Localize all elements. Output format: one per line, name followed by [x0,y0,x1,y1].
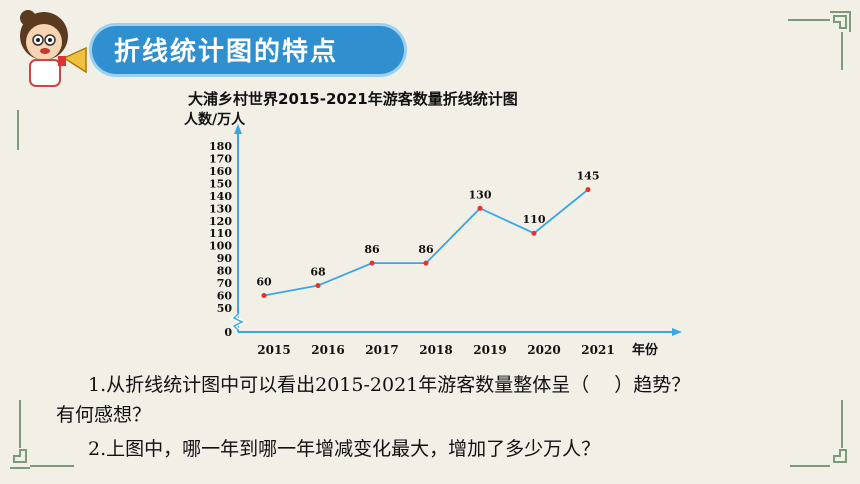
x-tick-label: 2016 [311,343,344,357]
data-point [531,230,537,236]
data-label: 86 [418,243,434,256]
y-axis-arrow [234,124,242,134]
y-tick-label: 150 [209,177,232,190]
data-point [423,260,429,266]
data-point [261,293,267,299]
y-tick-label: 80 [217,265,233,278]
question-2: 2.上图中，哪一年到哪一年增减变化最大，增加了多少万人？ [88,438,601,460]
x-tick-label: 2018 [419,343,452,357]
data-point [315,283,321,289]
data-label: 86 [364,243,380,256]
y-tick-label: 50 [217,302,233,315]
y-tick-label: 60 [217,290,233,303]
y-tick-label: 90 [217,252,233,265]
line-chart: 大浦乡村世界2015-2021年游客数量折线统计图 人数/万人 年份 05060… [184,90,682,358]
y-tick-label: 170 [209,152,232,165]
y-axis-label: 人数/万人 [184,111,246,128]
y-tick-label: 70 [217,277,233,290]
data-label: 68 [310,266,326,279]
question-1-line-2: 有何感想？ [56,404,152,426]
axis-break [232,313,244,331]
x-axis-label: 年份 [632,342,659,358]
x-tick-label: 2021 [581,343,614,357]
x-tick-label: 2020 [527,343,560,357]
data-point [477,205,483,211]
section-title-banner: 折线统计图的特点 [92,26,404,74]
data-label: 130 [469,188,492,201]
data-label: 110 [523,213,546,226]
x-axis-arrow [672,328,682,336]
data-point [369,260,375,266]
chart-title: 大浦乡村世界2015-2021年游客数量折线统计图 [188,90,518,108]
section-title: 折线统计图的特点 [114,37,339,67]
y-tick-label: 140 [209,190,232,203]
y-tick-label: 110 [209,227,232,240]
data-label: 145 [577,170,600,183]
y-tick-label: 160 [209,165,232,178]
y-tick-label: 180 [209,140,232,153]
data-point [585,187,591,193]
x-tick-label: 2015 [257,343,290,357]
y-tick-label: 120 [209,215,232,228]
teacher-mascot-icon [20,10,87,87]
question-1-line-1: 1.从折线统计图中可以看出2015-2021年游客数量整体呈（ ）趋势？ [88,374,691,396]
x-tick-label: 2019 [473,343,506,357]
x-tick-label: 2017 [365,343,398,357]
y-tick-label: 0 [224,326,232,339]
data-label: 60 [256,276,272,289]
y-tick-label: 100 [209,240,232,253]
y-tick-label: 130 [209,202,232,215]
